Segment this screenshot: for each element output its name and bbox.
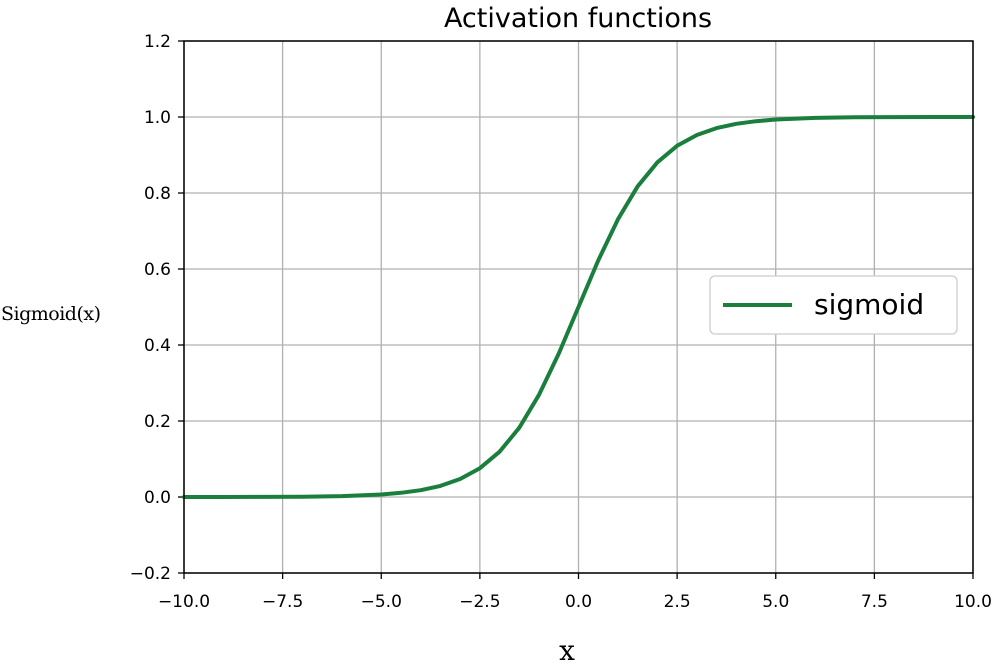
x-tick-label: 7.5 <box>861 592 888 612</box>
y-tick-label: 0.6 <box>144 260 171 280</box>
y-axis-label: Sigmoid(x) <box>1 303 101 325</box>
tick-labels: −10.0 −7.5 −5.0 −2.5 0.0 2.5 5.0 7.5 10.0 −0.2 0.0… <box>130 32 992 612</box>
y-tick-label: 0.2 <box>144 412 171 432</box>
plot-frame <box>183 40 974 574</box>
y-tick-label: 0.4 <box>144 336 171 356</box>
ticks <box>178 40 974 579</box>
series-line-sigmoid <box>182 115 975 499</box>
legend-box <box>709 275 958 335</box>
y-tick-label: 1.0 <box>144 108 171 128</box>
y-tick-label: −0.2 <box>130 564 171 584</box>
y-tick-label: 1.2 <box>144 32 171 52</box>
y-tick-label: 0.0 <box>144 488 171 508</box>
legend: sigmoid <box>709 275 958 335</box>
y-tick-label: 0.8 <box>144 184 171 204</box>
chart-title: Activation functions <box>444 3 712 34</box>
x-tick-label: −5.0 <box>361 592 402 612</box>
legend-label-sigmoid: sigmoid <box>814 288 924 321</box>
x-tick-label: −2.5 <box>459 592 500 612</box>
x-tick-label: −10.0 <box>158 592 210 612</box>
x-tick-label: 5.0 <box>762 592 789 612</box>
x-tick-label: 0.0 <box>565 592 592 612</box>
x-tick-label: 2.5 <box>664 592 691 612</box>
x-tick-label: 10.0 <box>954 592 992 612</box>
x-tick-label: −7.5 <box>262 592 303 612</box>
x-axis-label: x <box>559 634 575 664</box>
